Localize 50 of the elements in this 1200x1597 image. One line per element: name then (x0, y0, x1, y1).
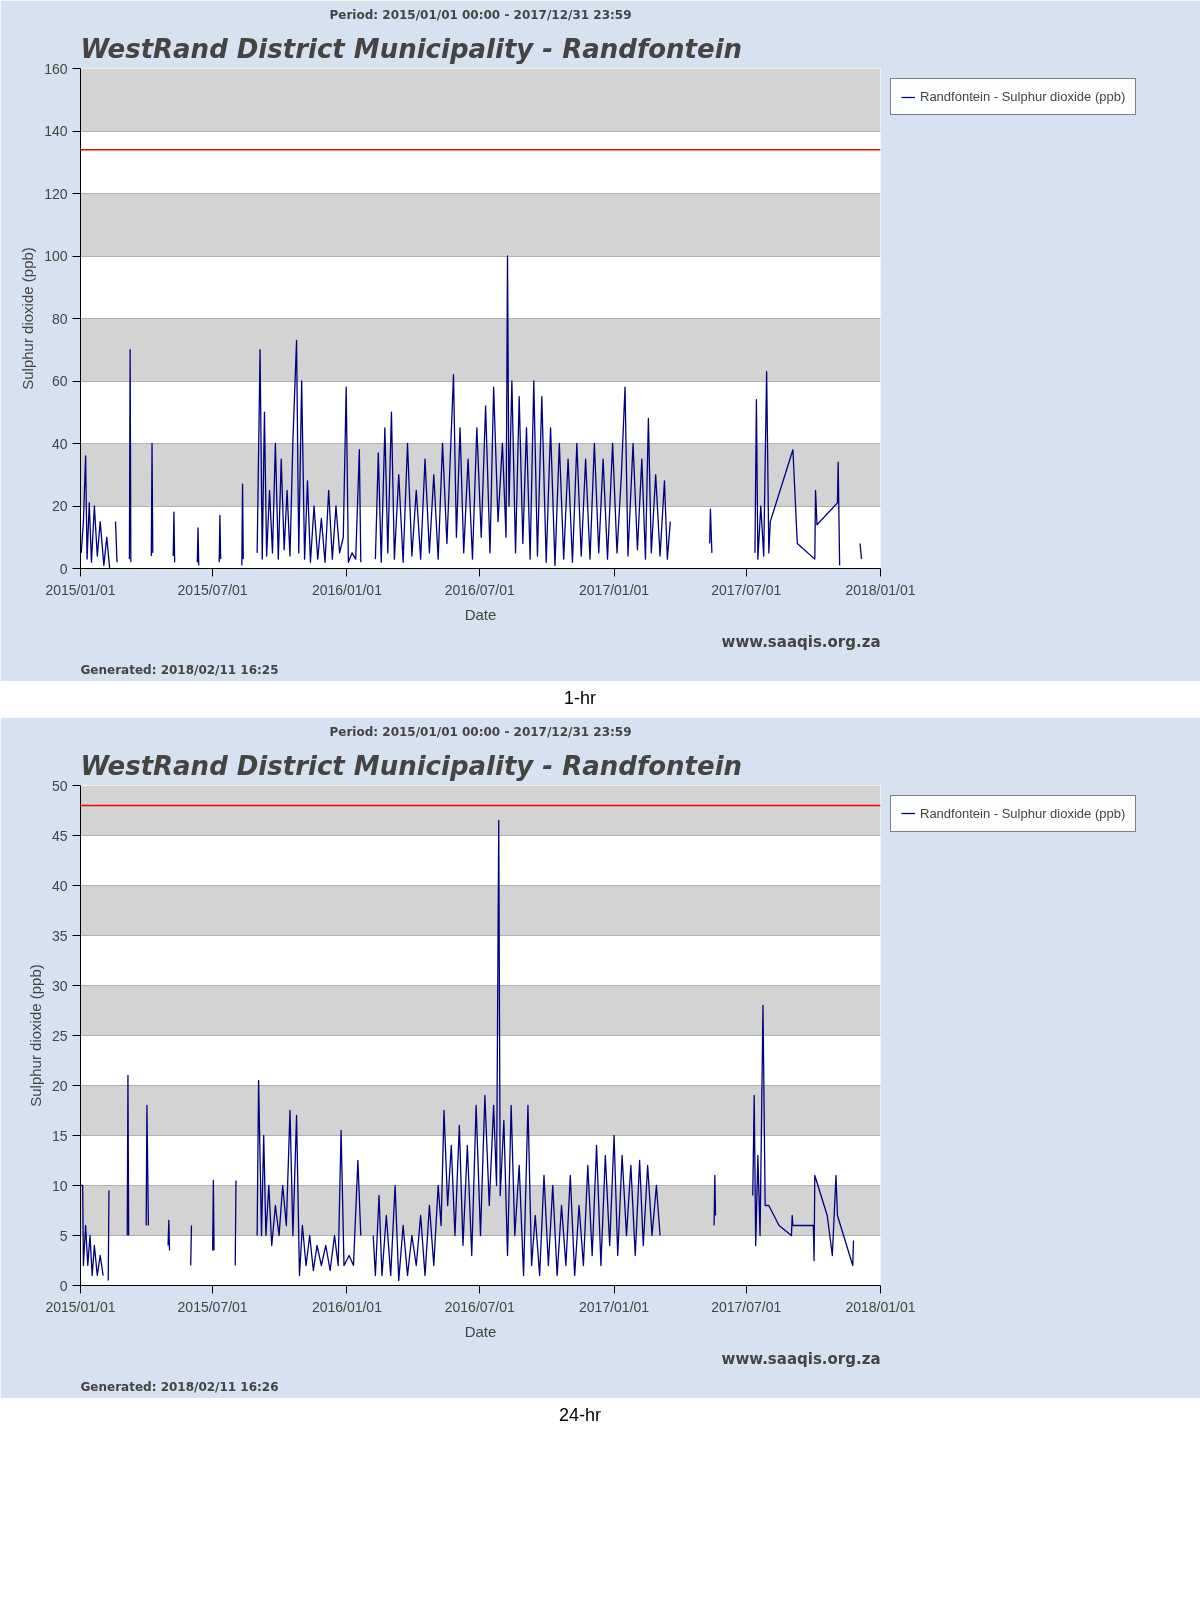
legend-label: Randfontein - Sulphur dioxide (ppb) (920, 805, 1126, 821)
y-tick-label: 50 (51, 777, 68, 794)
text: www.saaqis.org.za (721, 632, 881, 651)
x-tick-label: 2017/01/01 (579, 1298, 650, 1315)
y-tick-label: 140 (44, 123, 68, 139)
y-tick-label: 20 (51, 498, 68, 514)
x-tick-label: 2016/07/01 (444, 1298, 516, 1315)
x-tick-label: 2016/01/01 (311, 581, 383, 598)
y-axis-title: Sulphur dioxide (ppb) (26, 963, 44, 1107)
x-tick-label: 2015/07/01 (177, 1298, 248, 1315)
x-tick-label: 2016/01/01 (311, 1298, 383, 1315)
y-tick-label: 30 (51, 977, 68, 994)
y-tick-label: 60 (51, 373, 68, 389)
text: Generated: 2018/02/11 16:26 (80, 1379, 279, 1394)
chart-subtitle: Period: 2015/01/01 00:00 - 2017/12/31 23:59 (329, 724, 632, 739)
y-tick-label: 80 (51, 310, 68, 327)
x-tick-label: 2018/01/01 (845, 581, 916, 598)
y-tick-label: 40 (51, 877, 68, 894)
chart-subtitle: Period: 2015/01/01 00:00 - 2017/12/31 23:59 (329, 7, 632, 22)
x-tick-label: 2015/01/01 (45, 1298, 116, 1315)
text: 24-hr (558, 1403, 602, 1427)
x-tick-label: 2017/07/01 (711, 581, 782, 598)
x-tick-label: 2016/07/01 (444, 581, 516, 598)
chart-title: WestRand District Municipality - Randfontein (80, 33, 743, 64)
y-tick-label: 100 (44, 248, 68, 264)
y-tick-label: 40 (51, 435, 68, 452)
text: 1-hr (563, 687, 596, 710)
y-tick-label: 120 (44, 185, 68, 202)
y-tick-label: 35 (51, 927, 68, 944)
text: Generated: 2018/02/11 16:25 (80, 662, 279, 677)
x-axis-title: Date (464, 605, 497, 623)
x-axis-title: Date (464, 1322, 497, 1340)
y-tick-label: 10 (51, 1177, 68, 1194)
y-axis-title: Sulphur dioxide (ppb) (19, 247, 37, 390)
y-tick-label: 5 (59, 1227, 68, 1244)
text: www.saaqis.org.za (721, 1349, 881, 1368)
y-tick-label: 25 (51, 1027, 68, 1044)
x-tick-label: 2018/01/01 (845, 1298, 916, 1315)
x-tick-label: 2017/01/01 (579, 581, 650, 598)
x-tick-label: 2015/01/01 (45, 581, 116, 598)
x-tick-label: 2015/07/01 (177, 581, 248, 598)
y-tick-label: 20 (51, 1077, 68, 1094)
x-tick-label: 2017/07/01 (711, 1298, 782, 1315)
y-tick-label: 0 (59, 560, 68, 577)
y-tick-label: 160 (44, 60, 68, 77)
chart-title: WestRand District Municipality - Randfontein (80, 750, 743, 781)
y-tick-label: 45 (51, 827, 68, 844)
y-tick-label: 15 (51, 1127, 68, 1144)
y-tick-label: 0 (59, 1277, 68, 1294)
legend-label: Randfontein - Sulphur dioxide (ppb) (920, 89, 1126, 104)
